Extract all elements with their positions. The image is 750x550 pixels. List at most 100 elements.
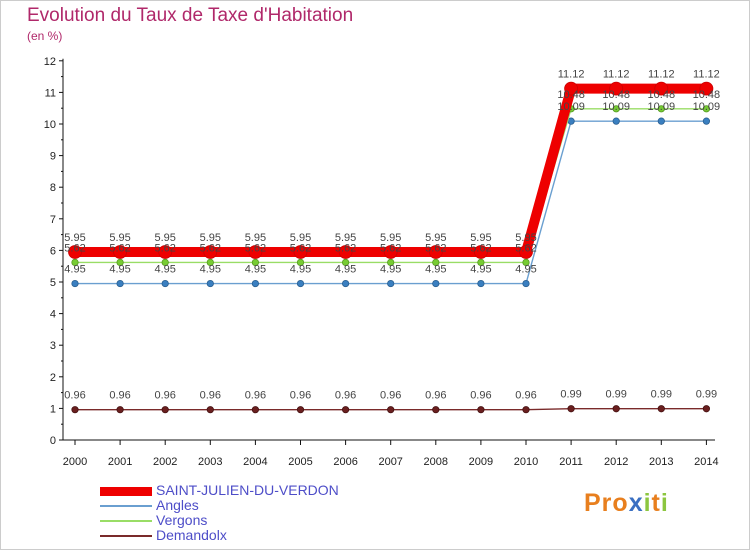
data-label: 5.62 [245,242,266,254]
y-tick-label: 1 [50,403,56,415]
x-tick-label: 2014 [694,456,718,468]
x-tick-label: 2010 [514,456,538,468]
data-point [702,105,711,113]
data-point [251,406,259,414]
data-label: 4.95 [154,264,175,276]
data-point [158,245,173,259]
data-point [71,406,79,414]
data-label: 5.62 [380,242,401,254]
data-label: 5.62 [64,242,85,254]
x-tick-label: 2001 [108,456,132,468]
data-point [699,81,714,96]
data-label: 10.48 [693,89,721,101]
x-tick-label: 2000 [63,456,87,468]
data-label: 4.95 [425,264,446,276]
data-label: 10.48 [557,89,585,101]
data-label: 0.96 [200,390,221,402]
data-label: 11.12 [558,69,585,81]
data-point [387,406,395,414]
data-point [206,279,214,288]
data-point [68,245,82,259]
data-label: 0.96 [154,390,175,402]
data-point [477,406,485,414]
proxiti-logo: Proxiti [584,489,669,517]
data-label: 5.95 [290,232,311,244]
data-label: 5.62 [425,242,446,254]
x-tick-label: 2011 [559,456,583,468]
data-point [473,245,488,259]
data-point [522,258,530,267]
data-label: 5.95 [200,232,221,244]
data-point [116,258,124,267]
y-tick-label: 9 [50,151,56,163]
data-label: 0.96 [425,390,446,402]
data-point [293,245,308,259]
data-point [116,279,124,288]
y-tick-label: 11 [45,87,56,99]
legend-label: SAINT-JULIEN-DU-VERDON [156,482,339,498]
x-tick-label: 2009 [469,456,493,468]
data-label: 4.95 [64,264,85,276]
data-label: 11.12 [603,69,630,81]
data-point [522,406,530,414]
data-label: 4.95 [335,264,356,276]
data-label: 5.95 [470,232,491,244]
x-tick-label: 2008 [424,456,448,468]
data-point [338,245,353,259]
data-point [296,406,305,414]
legend-swatch [100,505,152,507]
x-tick-label: 2005 [288,456,312,468]
data-label: 10.48 [602,89,630,101]
legend-swatch [100,535,152,537]
data-point [477,258,485,267]
legend-swatch [100,520,152,522]
data-label: 4.95 [470,264,491,276]
data-point [341,258,350,267]
data-label: 0.96 [109,390,130,402]
legend-label: Angles [156,497,199,513]
y-tick-label: 12 [44,56,56,68]
legend-label: Demandolx [156,527,227,543]
data-label: 10.48 [648,89,676,101]
y-tick-label: 3 [50,340,56,352]
data-label: 4.95 [515,264,536,276]
y-tick-label: 0 [50,435,56,447]
data-label: 0.99 [560,389,581,401]
data-point [71,279,79,288]
data-label: 0.96 [64,390,85,402]
data-point [609,81,624,96]
x-tick-label: 2002 [153,456,177,468]
data-point [519,245,533,259]
data-point [612,117,620,125]
data-label: 5.95 [515,232,536,244]
data-point [612,105,620,113]
data-label: 11.12 [648,69,675,81]
data-point [657,105,665,113]
data-point [206,406,214,414]
y-tick-label: 4 [50,309,56,321]
data-point [567,405,575,413]
x-tick-label: 2012 [604,456,628,468]
data-label: 5.62 [515,242,536,254]
data-label: 5.62 [335,242,356,254]
data-label: 0.96 [290,390,311,402]
data-point [71,258,79,267]
data-point [206,258,214,267]
y-tick-label: 5 [50,277,56,289]
data-label: 4.95 [245,264,266,276]
data-label: 5.95 [380,232,401,244]
data-point [161,406,169,414]
legend-label: Vergons [156,512,208,528]
data-point [251,258,259,267]
data-label: 5.62 [109,242,130,254]
data-point [432,406,440,414]
data-point [341,406,350,414]
x-tick-label: 2004 [243,456,267,468]
data-point [522,279,530,288]
data-point [702,117,711,125]
data-point [116,406,124,414]
data-label: 5.62 [470,242,491,254]
data-label: 5.62 [290,242,311,254]
data-label: 0.99 [696,389,717,401]
